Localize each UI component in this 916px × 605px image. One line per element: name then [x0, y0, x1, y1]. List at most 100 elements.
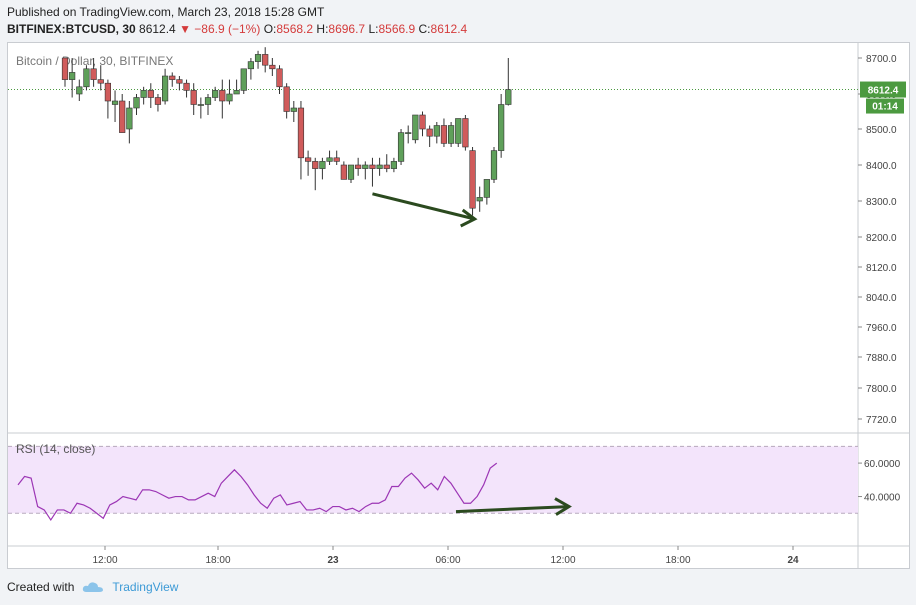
published-note: Published on TradingView.com, March 23, …	[7, 5, 325, 19]
price-divergence-arrow	[372, 192, 476, 221]
high-label: H:	[316, 22, 329, 36]
price-tick-label: 7880.0	[866, 353, 897, 364]
candle-down	[119, 100, 126, 133]
candle-down	[183, 82, 190, 91]
chart-title: Bitcoin / Dollar, 30, BITFINEX	[16, 54, 173, 68]
price-tick-label: 8500.0	[866, 125, 897, 136]
candle-up	[347, 164, 355, 180]
rsi-band	[8, 446, 858, 514]
tradingview-cloud-icon	[83, 582, 104, 592]
price-tick-label: 7800.0	[866, 384, 897, 395]
candle-up	[290, 107, 297, 112]
low-value: 8566.9	[378, 22, 416, 36]
candle-up	[376, 164, 383, 169]
candle-down	[369, 164, 376, 169]
candle-up	[240, 68, 247, 91]
rsi-tick-label: 40.0000	[864, 493, 901, 504]
candle-down	[90, 68, 97, 80]
candle-up	[76, 86, 83, 95]
rsi-divergence-arrow	[455, 505, 569, 514]
candle-up	[412, 114, 419, 141]
rsi-divergence-arrowhead	[554, 497, 572, 516]
candle-down	[176, 79, 183, 84]
candle-up	[247, 61, 255, 70]
candle-up	[83, 68, 90, 88]
candle-down	[312, 161, 319, 169]
candle-down	[304, 157, 312, 162]
candle-down	[97, 79, 104, 84]
countdown-label: 01:14	[872, 102, 898, 113]
candle-down	[333, 157, 340, 162]
candle-up	[133, 97, 140, 109]
high-value: 8696.7	[328, 22, 366, 36]
price-tick-label: 8040.0	[866, 293, 897, 304]
candle-up	[362, 164, 369, 169]
open-label: O:	[263, 22, 277, 36]
open-value: 8568.2	[276, 22, 314, 36]
time-tick-label: 18:00	[665, 555, 690, 566]
low-label: L:	[368, 22, 379, 36]
candle-up	[226, 93, 233, 102]
candle-up	[433, 125, 440, 137]
price-tick-label: 8700.0	[866, 54, 897, 65]
candle-up	[390, 161, 398, 169]
time-tick-label: 12:00	[550, 555, 575, 566]
price-tick-label: 8200.0	[866, 233, 897, 244]
candle-up	[498, 104, 505, 151]
price-divergence-arrowhead	[460, 208, 478, 228]
price-tick-label: 8300.0	[866, 197, 897, 208]
candle-up	[405, 132, 412, 134]
close-label: C:	[418, 22, 431, 36]
candle-down	[355, 164, 362, 169]
candle-down	[297, 107, 305, 159]
symbol-name: BITFINEX:BTCUSD, 30	[7, 22, 136, 36]
current-price-label: 8612.4	[868, 86, 899, 97]
candle-up	[69, 72, 76, 80]
candle-up	[505, 89, 512, 105]
candle-down	[340, 164, 347, 180]
candle-up	[447, 125, 455, 144]
candle-up	[326, 157, 333, 162]
candle-up	[126, 107, 133, 130]
candle-up	[140, 90, 147, 98]
price-tick-label: 7960.0	[866, 323, 897, 334]
candle-up	[319, 161, 326, 169]
candle-up	[254, 54, 262, 62]
chart-frame[interactable]: Bitcoin / Dollar, 30, BITFINEX8700.08600…	[7, 42, 910, 569]
candle-up	[490, 150, 498, 180]
rsi-line	[17, 462, 498, 522]
candle-down	[383, 164, 390, 169]
candle-up	[455, 118, 462, 144]
candle-up	[233, 90, 240, 95]
candle-down	[147, 90, 154, 98]
candle-up	[204, 97, 212, 105]
price-tick-label: 7720.0	[866, 415, 897, 426]
candle-down	[462, 118, 469, 148]
time-tick-label: 24	[787, 555, 799, 566]
candle-down	[269, 64, 276, 70]
candle-down	[154, 97, 162, 105]
time-tick-label: 23	[327, 555, 339, 566]
candle-down	[419, 114, 426, 130]
footer: Created with TradingView	[7, 580, 178, 594]
symbol-line: BITFINEX:BTCUSD, 30 8612.4 ▼ −86.9 (−1%)…	[7, 22, 467, 36]
price-chart[interactable]: Bitcoin / Dollar, 30, BITFINEX8700.08600…	[8, 43, 909, 568]
candle-down	[440, 125, 448, 144]
candle-up	[212, 90, 219, 98]
tradingview-brand[interactable]: TradingView	[112, 580, 179, 594]
candle-down	[61, 57, 69, 80]
candle-up	[483, 179, 490, 198]
candle-down	[169, 75, 176, 80]
rsi-label: RSI (14, close)	[16, 442, 95, 456]
candle-down	[283, 86, 290, 112]
candle-down	[104, 82, 111, 102]
close-value: 8612.4	[430, 22, 468, 36]
candle-down	[262, 54, 269, 66]
time-tick-label: 18:00	[205, 555, 230, 566]
rsi-tick-label: 60.0000	[864, 459, 901, 470]
candle-down	[276, 68, 283, 88]
time-tick-label: 06:00	[435, 555, 460, 566]
price-tick-label: 8120.0	[866, 263, 897, 274]
price-tick-label: 8400.0	[866, 161, 897, 172]
candle-down	[190, 90, 197, 105]
